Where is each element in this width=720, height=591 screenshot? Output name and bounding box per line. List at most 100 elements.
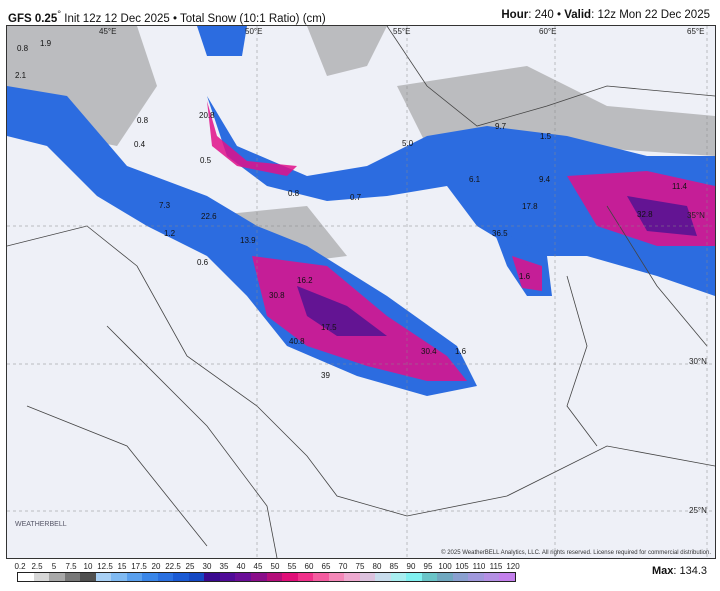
legend-swatch: [266, 573, 283, 581]
snow-value-label: 36.5: [492, 229, 508, 238]
snow-value-label: 30.8: [269, 291, 285, 300]
snow-value-label: 17.5: [321, 323, 337, 332]
legend-tick: 40: [236, 562, 246, 571]
legend-swatch: [95, 573, 112, 581]
legend-tick: 17.5: [131, 562, 147, 571]
legend-tick: 22.5: [165, 562, 181, 571]
legend-swatch: [18, 573, 34, 581]
legend-tick: 65: [321, 562, 331, 571]
copyright: © 2025 WeatherBELL Analytics, LLC. All r…: [441, 550, 711, 556]
lat-label: 30°N: [689, 357, 707, 366]
legend-swatch: [173, 573, 189, 581]
max-value: Max: 134.3: [651, 565, 707, 577]
snow-value-label: 9.7: [495, 122, 507, 131]
lon-label: 55°E: [393, 27, 410, 36]
legend-tick: 7.5: [65, 562, 77, 571]
legend-tick: 90: [406, 562, 416, 571]
snow-value-label: 0.5: [200, 156, 212, 165]
legend-swatch: [406, 573, 422, 581]
legend-swatch: [250, 573, 267, 581]
snow-value-label: 11.4: [672, 182, 688, 191]
legend-tick: 55: [287, 562, 297, 571]
legend-tick: 50: [270, 562, 280, 571]
legend-swatch: [328, 573, 345, 581]
snow-map[interactable]: 45°E 50°E 55°E 60°E 65°E 35°N 30°N 25°N …: [6, 25, 716, 559]
legend-tick: 115: [489, 562, 503, 571]
lon-label: 50°E: [245, 27, 262, 36]
snow-value-label: 16.2: [297, 276, 313, 285]
snow-value-label: 40.8: [289, 337, 305, 346]
legend-tick: 20: [151, 562, 161, 571]
legend-swatch: [282, 573, 298, 581]
legend-swatch: [235, 573, 251, 581]
legend-swatch: [468, 573, 484, 581]
snow-value-label: 0.4: [134, 140, 146, 149]
lat-label: 25°N: [689, 506, 707, 515]
legend-swatch: [157, 573, 174, 581]
borders: [7, 26, 715, 558]
legend-tick: 0.2: [14, 562, 26, 571]
legend-tick: 45: [253, 562, 263, 571]
snow-value-label: 13.9: [240, 236, 256, 245]
lon-label: 65°E: [687, 27, 704, 36]
snow-value-label: 6.1: [469, 175, 481, 184]
legend-swatch: [188, 573, 205, 581]
snow-value-label: 0.7: [350, 193, 362, 202]
legend-tick: 15: [117, 562, 127, 571]
legend-swatch: [437, 573, 453, 581]
snow-value-label: 0.8: [137, 116, 149, 125]
lat-label: 35°N: [687, 211, 705, 220]
legend-tick: 95: [423, 562, 433, 571]
legend-swatch: [204, 573, 220, 581]
legend-swatch: [126, 573, 143, 581]
legend-swatch: [142, 573, 158, 581]
legend-tick: 85: [389, 562, 399, 571]
legend-swatch: [80, 573, 96, 581]
legend-tick: 60: [304, 562, 314, 571]
legend-tick: 80: [372, 562, 382, 571]
legend-tick: 70: [338, 562, 348, 571]
snow-value-label: 7.3: [159, 201, 171, 210]
snow-value-label: 39: [321, 371, 330, 380]
lat-labels: 35°N 30°N 25°N: [687, 211, 707, 515]
legend-swatch: [390, 573, 407, 581]
snow-value-label: 5.0: [402, 139, 414, 148]
snow-value-label: 1.5: [540, 132, 552, 141]
legend-swatch: [219, 573, 236, 581]
legend-swatch: [297, 573, 314, 581]
valid-time: Hour: 240 • Valid: 12z Mon 22 Dec 2025: [501, 9, 710, 21]
legend-tick: 10: [83, 562, 93, 571]
snow-value-label: 32.8: [637, 210, 653, 219]
legend-tick: 12.5: [97, 562, 113, 571]
legend-tick: 110: [472, 562, 486, 571]
legend-swatch: [49, 573, 65, 581]
legend-swatch: [359, 573, 376, 581]
legend-swatch: [313, 573, 329, 581]
snow-value-label: 1.2: [164, 229, 176, 238]
map-title: GFS 0.25° Init 12z 12 Dec 2025 • Total S…: [8, 9, 326, 25]
value-labels: 0.8 1.9 2.1 0.8 0.4 20.8 0.5 7.3 22.6 1.2 0.6 13.9 1…: [15, 39, 688, 380]
legend-swatch: [483, 573, 500, 581]
graticule: [7, 26, 715, 558]
legend-tick: 75: [355, 562, 365, 571]
weatherbell-logo: WEATHERBELL: [15, 521, 67, 528]
legend-swatch: [375, 573, 391, 581]
snow-value-label: 17.8: [522, 202, 538, 211]
snow-value-label: 9.4: [539, 175, 551, 184]
legend-swatch: [64, 573, 81, 581]
legend-tick: 2.5: [31, 562, 43, 571]
legend-tick: 35: [219, 562, 229, 571]
snow-value-label: 30.4: [421, 347, 437, 356]
legend-tick: 25: [185, 562, 195, 571]
legend-colorbar: [17, 572, 516, 582]
snow-value-label: 22.6: [201, 212, 217, 221]
legend-tick: 120: [506, 562, 520, 571]
legend-tick: 30: [202, 562, 212, 571]
lon-label: 45°E: [99, 27, 116, 36]
legend-swatch: [111, 573, 127, 581]
legend-swatch: [33, 573, 50, 581]
snow-value-label: 0.8: [288, 189, 300, 198]
legend-tick: 100: [438, 562, 452, 571]
snow-value-label: 2.1: [15, 71, 27, 80]
legend-swatch: [452, 573, 469, 581]
